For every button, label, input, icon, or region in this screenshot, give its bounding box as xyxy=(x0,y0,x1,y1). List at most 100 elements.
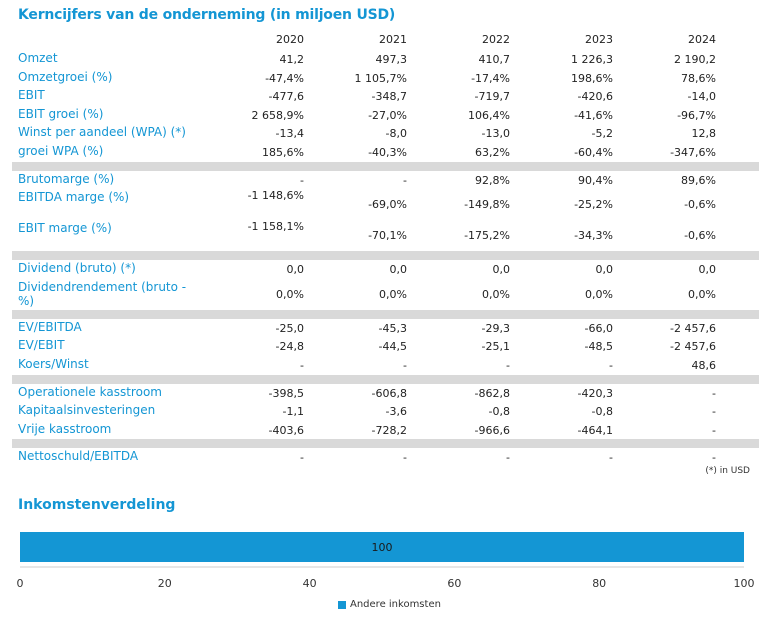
page-title: Kerncijfers van de onderneming (in miljo… xyxy=(18,7,396,23)
chart-legend: Andere inkomsten xyxy=(338,599,441,610)
income-distribution-chart: 100 0 20 40 60 80 100 xyxy=(17,532,755,590)
x-tick-label: 60 xyxy=(447,577,461,590)
table-cell: 2 190,2 xyxy=(674,53,716,66)
table-row: Kapitaalsinvesteringen -1,1 -3,6 -0,8 -0,8 - xyxy=(0,402,771,421)
table-cell: -1 158,1% xyxy=(247,220,304,234)
table-cell: -398,5 xyxy=(268,386,304,400)
table-cell: 0,0% xyxy=(482,287,510,301)
table-cell: - xyxy=(300,451,304,465)
row-label: Dividendrendement (bruto - %) xyxy=(18,279,187,308)
table-cell: 12,8 xyxy=(691,127,717,141)
table-cell: 1 105,7% xyxy=(354,71,407,85)
table-cell: -45,3 xyxy=(378,321,407,335)
table-cell: -70,1% xyxy=(368,229,407,243)
table-cell: 0,0 xyxy=(389,263,408,277)
group-separator xyxy=(12,161,759,171)
table-cell: - xyxy=(609,451,613,465)
group-separator xyxy=(12,374,759,384)
table-row: groei WPA (%) 185,6% -40,3% 63,2% -60,4% -347… xyxy=(0,143,771,162)
table-cell: 90,4% xyxy=(578,173,613,187)
table-cell: -606,8 xyxy=(371,386,407,400)
table-group: Nettoschuld/EBITDA - - - - - xyxy=(0,448,771,467)
table-cell: 78,6% xyxy=(681,71,716,85)
table-cell: 0,0% xyxy=(276,287,304,301)
year-header: 2021 xyxy=(379,33,407,46)
bar-segment xyxy=(20,532,744,562)
key-figures-table: Omzet 41,2 497,3 410,7 1 226,3 2 190,2 Omzetgr… xyxy=(0,50,771,467)
table-group: Dividend (bruto) (*) 0,0 0,0 0,0 0,0 0,0 Divid… xyxy=(0,260,771,310)
table-cell: -464,1 xyxy=(577,423,613,437)
row-label: Omzetgroei (%) xyxy=(18,69,113,84)
row-label: Brutomarge (%) xyxy=(18,171,115,186)
table-cell: - xyxy=(403,451,407,465)
table-row: Brutomarge (%) - - 92,8% 90,4% 89,6% xyxy=(0,171,771,190)
table-row: Koers/Winst - - - - 48,6 xyxy=(0,356,771,375)
legend-label: Andere inkomsten xyxy=(350,599,441,610)
table-cell: - xyxy=(712,386,716,400)
table-cell: -13,0 xyxy=(481,127,510,141)
table-cell: 0,0 xyxy=(595,263,614,277)
table-cell: - xyxy=(403,173,407,187)
table-cell: -24,8 xyxy=(275,340,304,354)
table-cell: 106,4% xyxy=(468,108,510,122)
table-cell: -13,4 xyxy=(275,127,304,141)
chart-title: Inkomstenverdeling xyxy=(18,497,176,513)
table-cell: -1 148,6% xyxy=(247,189,304,203)
group-separator xyxy=(12,439,759,449)
table-cell: 185,6% xyxy=(262,145,304,159)
row-label: groei WPA (%) xyxy=(18,143,104,158)
table-cell: -8,0 xyxy=(385,127,407,141)
table-cell: 92,8% xyxy=(475,173,510,187)
table-cell: 0,0 xyxy=(492,263,511,277)
table-cell: - xyxy=(506,358,510,372)
row-label: EBIT xyxy=(18,88,45,103)
table-cell: 2 658,9% xyxy=(251,108,304,122)
table-cell: -48,5 xyxy=(584,340,613,354)
row-label: Koers/Winst xyxy=(18,356,89,371)
table-cell: -66,0 xyxy=(584,321,613,335)
table-cell: -47,4% xyxy=(265,71,304,85)
table-cell: 0,0% xyxy=(379,287,407,301)
row-label: EBITDA marge (%) xyxy=(18,190,130,205)
bar-data-label: 100 xyxy=(372,541,393,554)
table-cell: -477,6 xyxy=(268,90,304,104)
table-cell: - xyxy=(712,405,716,419)
table-cell: -0,6% xyxy=(684,198,716,212)
table-cell: -27,0% xyxy=(368,108,407,122)
x-tick-label: 40 xyxy=(303,577,317,590)
row-label: Kapitaalsinvesteringen xyxy=(18,403,156,418)
table-cell: -0,8 xyxy=(488,405,510,419)
table-row: Omzetgroei (%) -47,4% 1 105,7% -17,4% 198,6%… xyxy=(0,69,771,88)
table-cell: 410,7 xyxy=(478,53,511,66)
row-label: EBIT marge (%) xyxy=(18,221,112,236)
row-label: Nettoschuld/EBITDA xyxy=(18,449,139,464)
table-cell: - xyxy=(403,358,407,372)
table-cell: - xyxy=(300,358,304,372)
x-tick-label: 20 xyxy=(158,577,172,590)
table-row: Winst per aandeel (WPA) (*) -13,4 -8,0 -13,… xyxy=(0,124,771,143)
table-cell: - xyxy=(712,423,716,437)
table-cell: -149,8% xyxy=(464,198,510,212)
table-cell: -44,5 xyxy=(378,340,407,354)
table-cell: -862,8 xyxy=(474,386,510,400)
table-cell: - xyxy=(609,358,613,372)
table-cell: -25,2% xyxy=(574,198,613,212)
table-cell: -420,6 xyxy=(577,90,613,104)
table-cell: -403,6 xyxy=(268,423,304,437)
year-header: 2020 xyxy=(276,33,304,46)
table-cell: 0,0 xyxy=(698,263,717,277)
table-cell: 48,6 xyxy=(691,358,717,372)
table-cell: - xyxy=(300,173,304,187)
table-cell: 41,2 xyxy=(279,53,305,66)
row-label: EV/EBIT xyxy=(18,338,65,353)
year-header: 2023 xyxy=(585,33,613,46)
table-group: EV/EBITDA -25,0 -45,3 -29,3 -66,0 -2 457,6 EV/… xyxy=(0,319,771,375)
table-group: Omzet 41,2 497,3 410,7 1 226,3 2 190,2 Omzetgr… xyxy=(0,50,771,162)
table-row: EBIT -477,6 -348,7 -719,7 -420,6 -14,0 xyxy=(0,87,771,106)
currency-note: (*) in USD xyxy=(705,466,750,476)
year-header-row: 2020 2021 2022 2023 2024 xyxy=(0,29,771,49)
table-row: Vrije kasstroom -403,6 -728,2 -966,6 -464,1 - xyxy=(0,421,771,440)
table-cell: -0,6% xyxy=(684,229,716,243)
table-cell: 0,0% xyxy=(688,287,716,301)
table-cell: -41,6% xyxy=(574,108,613,122)
